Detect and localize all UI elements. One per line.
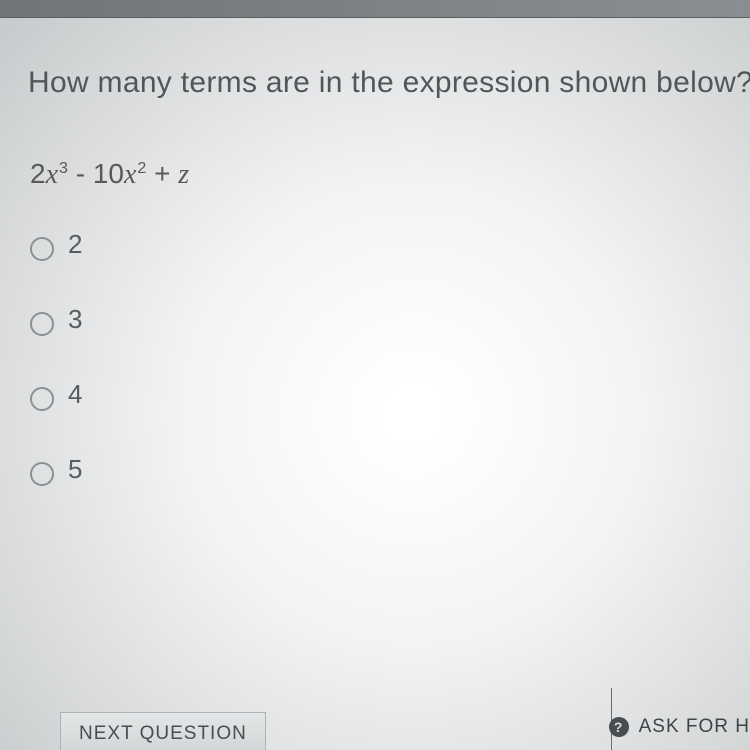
coefficient: 2 [30,158,46,189]
operator: + [146,158,178,189]
next-question-button[interactable]: NEXT QUESTION [60,712,266,750]
exponent: 3 [59,160,68,177]
bottom-toolbar: NEXT QUESTION ? ASK FOR H [0,696,750,750]
option-row[interactable]: 2 [30,233,722,264]
option-label: 5 [68,454,82,485]
variable: z [178,159,189,190]
ask-for-help-button[interactable]: ? ASK FOR H [609,716,750,738]
question-prompt: How many terms are in the expression sho… [28,66,722,100]
option-label: 4 [68,379,82,410]
coefficient: 10 [93,158,124,189]
operator: - [68,158,93,189]
variable: x [124,159,136,190]
window-top-bar [0,0,750,18]
radio-button[interactable] [30,312,54,336]
option-label: 2 [68,229,82,260]
option-row[interactable]: 4 [30,383,722,414]
exponent: 2 [137,160,146,177]
option-row[interactable]: 3 [30,308,722,339]
ask-help-label: ASK FOR H [639,716,750,738]
question-content: How many terms are in the expression sho… [0,18,750,489]
variable: x [46,159,58,190]
help-icon: ? [609,717,629,737]
radio-button[interactable] [30,387,54,411]
option-label: 3 [68,304,82,335]
radio-button[interactable] [30,462,54,486]
math-expression: 2x3 - 10x2 + z [28,158,722,191]
answer-options: 2 3 4 5 [28,233,722,489]
radio-button[interactable] [30,237,54,261]
option-row[interactable]: 5 [30,458,722,489]
